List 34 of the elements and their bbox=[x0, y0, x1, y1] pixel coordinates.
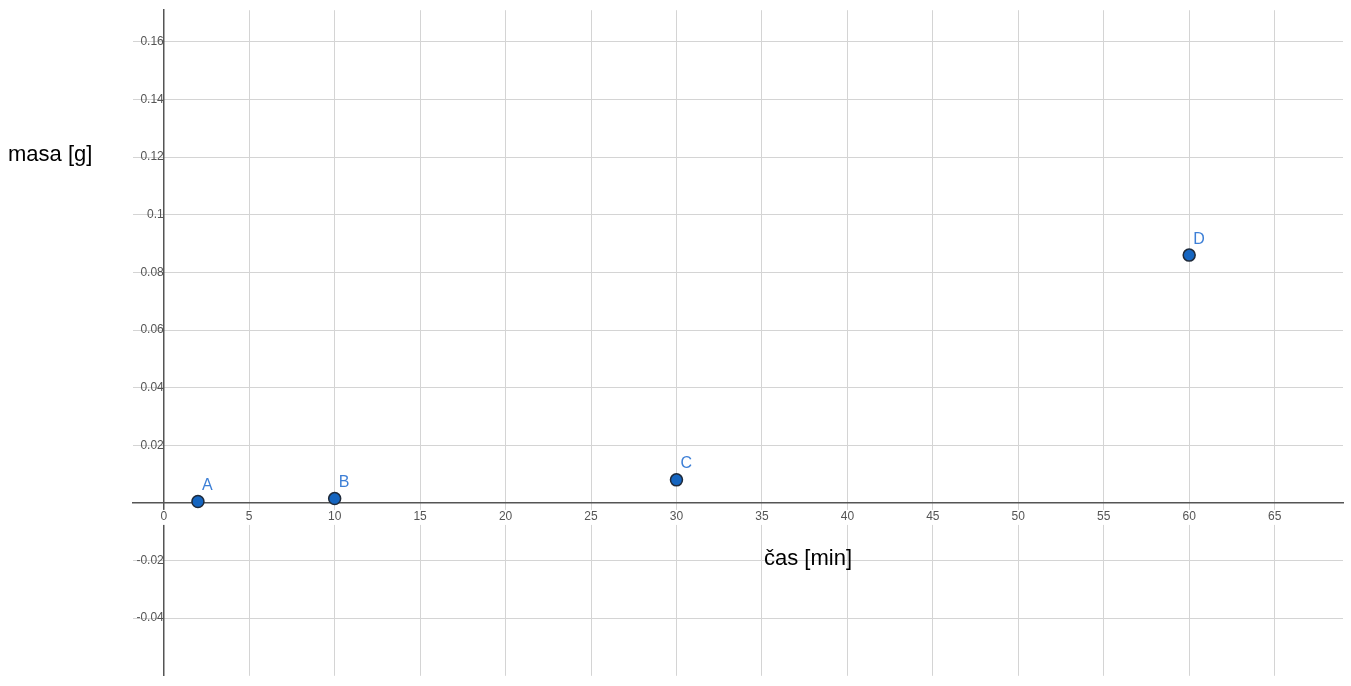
x-tick-label: 15 bbox=[413, 509, 428, 524]
x-tick-label: 60 bbox=[1182, 509, 1197, 524]
x-axis-title: čas [min] bbox=[763, 544, 853, 570]
x-tick-label: 45 bbox=[926, 509, 940, 524]
annotation: B bbox=[338, 473, 350, 490]
point bbox=[669, 473, 684, 487]
y-tick-label: 0.02 bbox=[140, 437, 165, 452]
y-tick-label: 0.04 bbox=[140, 379, 165, 394]
x-tick-label: 40 bbox=[840, 509, 855, 524]
y-tick-label: 0.12 bbox=[140, 149, 165, 164]
y-tick-label: 0.16 bbox=[140, 34, 165, 49]
x-tick-label: 10 bbox=[327, 509, 342, 524]
x-tick-label: 25 bbox=[584, 509, 599, 524]
y-tick-label: -0.02 bbox=[136, 552, 165, 567]
x-tick-label: 55 bbox=[1097, 509, 1111, 524]
x-tick-label: 5 bbox=[245, 509, 253, 524]
point bbox=[327, 491, 342, 506]
x-tick-label: 0 bbox=[160, 509, 168, 524]
annotation: C bbox=[680, 454, 693, 472]
point bbox=[1182, 248, 1196, 262]
y-tick-label: 0.1 bbox=[147, 207, 165, 222]
annotation: D bbox=[1193, 229, 1205, 247]
x-tick-label: 35 bbox=[755, 509, 769, 524]
annotation: A bbox=[201, 475, 213, 493]
x-tick-label: 50 bbox=[1011, 509, 1026, 524]
x-tick-label: 65 bbox=[1267, 509, 1282, 524]
x-tick-label: 30 bbox=[669, 509, 684, 524]
x-tick-label: 20 bbox=[498, 509, 513, 524]
y-axis-title: masa [g] bbox=[8, 141, 93, 167]
y-tick-label: 0.08 bbox=[140, 264, 165, 279]
y-tick-label: 0.06 bbox=[140, 322, 165, 337]
y-tick-label: 0.14 bbox=[140, 91, 165, 106]
y-tick-label: -0.04 bbox=[136, 610, 165, 625]
point bbox=[191, 494, 205, 509]
